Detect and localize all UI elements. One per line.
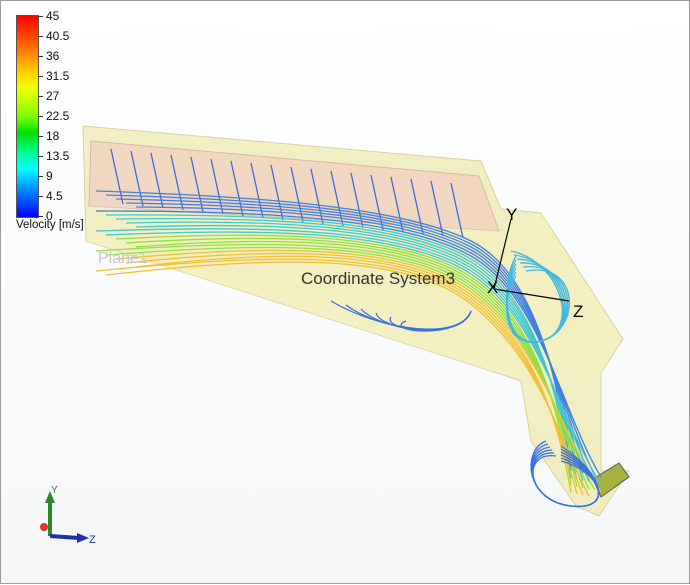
coordinate-system3: Y Z X: [487, 205, 583, 321]
streamline: [115, 217, 578, 480]
coordinate-system-label: Coordinate System3: [301, 269, 455, 288]
legend-tick-label: 36: [46, 49, 60, 63]
legend-title: Velocity [m/s]: [16, 219, 84, 231]
legend-tick: [38, 76, 43, 77]
legend-tick: [38, 116, 43, 117]
color-scale-bar: [16, 15, 39, 218]
legend-tick: [38, 176, 43, 177]
legend-tick-label: 45: [46, 9, 60, 23]
streamline: [125, 252, 572, 493]
streamline: [330, 170, 344, 227]
streamline: [115, 234, 572, 486]
triad-z-label: Z: [89, 534, 96, 546]
vortex-streamline: [506, 269, 570, 343]
legend-tick: [38, 96, 43, 97]
streamline: [430, 180, 444, 237]
triad-z-arrow-icon: [49, 534, 80, 540]
duct-bottom-face: [86, 206, 621, 373]
streamline: [125, 237, 578, 487]
legend-tick: [38, 196, 43, 197]
streamline: [450, 182, 464, 239]
legend-tick-label: 27: [46, 89, 60, 103]
streamline: [130, 150, 144, 207]
legend-tick: [38, 156, 43, 157]
plane-label: Plane1: [98, 250, 148, 267]
streamline: [125, 202, 590, 475]
axis-x-label: X: [487, 278, 498, 297]
streamline: [105, 261, 590, 497]
legend-tick-label: 31.5: [46, 69, 70, 83]
streamline: [115, 249, 602, 492]
streamline: [150, 152, 164, 209]
streamline: [95, 210, 602, 478]
streamline: [105, 231, 602, 485]
streamline: [135, 255, 578, 494]
vortex-streamline: [532, 455, 600, 508]
streamline: [370, 174, 384, 231]
streamline: [270, 164, 284, 221]
legend-tick: [38, 136, 43, 137]
velocity-legend: 45 40.5 36 31.5 27 22.5 18 13.5 9 4.5 0 Velocity […: [15, 9, 105, 236]
streamline: [135, 206, 596, 477]
legend-tick: [38, 56, 43, 57]
streamline: [410, 178, 424, 235]
streamlines: [95, 148, 602, 508]
streamline: [115, 198, 584, 474]
streamline: [135, 224, 590, 483]
triad-y-label: Y: [51, 485, 58, 496]
legend-tick-label: 9: [46, 169, 53, 183]
streamline: [125, 221, 584, 481]
legend-tick-label: 22.5: [46, 109, 70, 123]
legend-tick: [38, 16, 43, 17]
legend-tick: [38, 36, 43, 37]
streamline: [105, 194, 578, 473]
streamline: [290, 166, 304, 223]
axis-z-label: Z: [573, 302, 583, 321]
legend-tick-label: 40.5: [46, 29, 70, 43]
axis-y-label: Y: [506, 205, 517, 224]
streamline: [400, 310, 472, 332]
legend-tick-label: 0: [46, 209, 53, 223]
duct-body: [82, 125, 630, 517]
streamline: [105, 214, 572, 479]
triad-x-icon: [40, 523, 48, 531]
orientation-triad: Y Z: [40, 485, 96, 546]
streamline: [250, 162, 264, 219]
streamline: [310, 168, 324, 225]
streamline: [190, 156, 204, 213]
legend-tick-label: 4.5: [46, 189, 63, 203]
legend-tick: [38, 216, 43, 217]
streamline: [210, 158, 224, 215]
streamline: [95, 190, 572, 472]
legend-tick-label: 13.5: [46, 149, 70, 163]
legend-tick-label: 18: [46, 129, 60, 143]
